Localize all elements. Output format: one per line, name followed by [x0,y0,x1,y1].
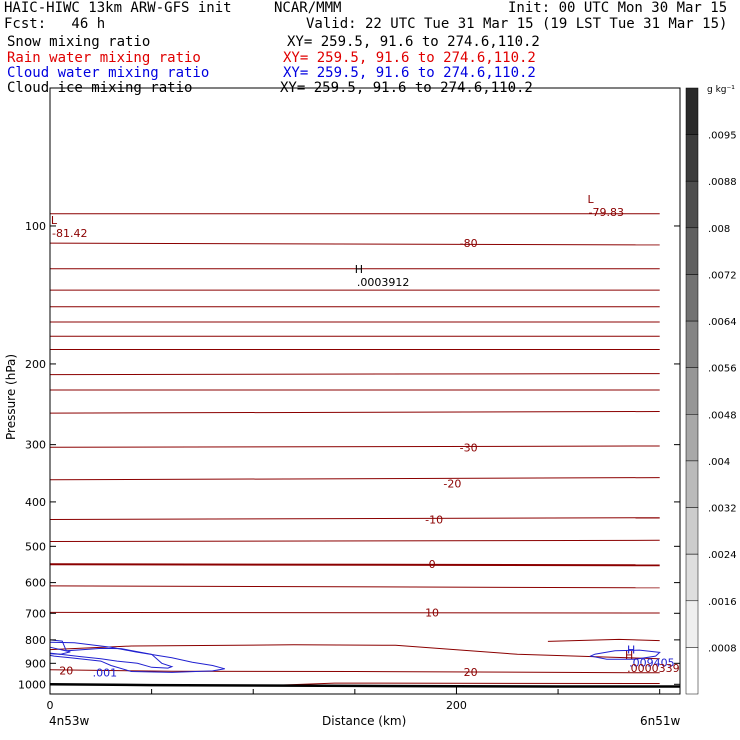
extremum-marker: L [587,193,594,206]
cloud-water-contour [49,641,225,673]
colorbar-label: .0064 [708,317,737,328]
y-tick-label: 800 [25,634,46,647]
temperature-isotherm [49,611,660,614]
colorbar-label: .008 [708,224,730,235]
contour-label: -80 [460,237,478,250]
colorbar-label: .0032 [708,504,737,515]
field-rain-xy: XY= 259.5, 91.6 to 274.6,110.2 [283,50,536,66]
colorbar-label: .0016 [708,597,737,608]
init-time: Init: 00 UTC Mon 30 Mar 15 [508,0,728,16]
temperature-isotherm [49,445,660,448]
y-tick-label: 700 [25,607,46,620]
field-snow-name: Snow mixing ratio [7,34,151,50]
extremum-value: .0003912 [357,276,410,289]
contour-label: 10 [425,606,439,619]
temperature-isotherm [49,477,660,481]
contour-label: -10 [425,514,443,527]
extremum-value: -81.42 [52,227,87,240]
field-snow-xy: XY= 259.5, 91.6 to 274.6,110.2 [287,34,540,50]
temperature-isotherm [547,638,660,642]
contour-label: -20 [443,478,461,491]
x-tick-label: 0 [47,699,54,712]
extremum-marker: H [355,263,363,276]
colorbar-swatch [685,507,699,555]
y-tick-label: 400 [25,496,46,509]
temperature-isotherm [49,242,660,246]
contour-label: 20 [464,666,478,679]
cloud-water-contour [49,646,71,655]
colorbar-label: .0056 [708,364,737,375]
colorbar: .0095 .0088 .008 .0072 .0064 .0056 .0048 .004 .0… [685,87,737,695]
cloud-water-contour [588,649,661,660]
contour-label: 20 [59,664,73,677]
temperature-isotherm [49,585,660,589]
temperature-isotherm [49,669,660,674]
temperature-isotherm [49,539,660,542]
x-axis-label: Distance (km) [322,714,406,728]
field-cloudice-xy: XY= 259.5, 91.6 to 274.6,110.2 [280,80,533,96]
model-title: HAIC-HIWC 13km ARW-GFS init [4,0,232,16]
field-rain-name: Rain water mixing ratio [7,50,201,66]
colorbar-swatch [685,87,699,135]
x-endpoint-left: 4n53w [49,714,90,728]
y-tick-label: 100 [25,220,46,233]
extremum-value: .0000339 [627,662,680,675]
colorbar-label: .0095 [708,131,737,142]
temperature-isotherm [49,644,660,660]
forecast-hour: Fcst: 46 h [4,16,106,32]
extremum-value: -79.83 [589,206,624,219]
extremum-value: .009405 [629,656,675,669]
y-tick-label: 1000 [18,678,46,691]
colorbar-label: .004 [708,457,730,468]
field-cloudwater-name: Cloud water mixing ratio [7,65,210,81]
colorbar-unit: g kg⁻¹ [707,85,735,95]
ground-surface-line [49,683,680,688]
colorbar-label: .0008 [708,643,737,654]
temperature-isotherm [49,411,660,414]
x-tick-label: 200 [446,699,467,712]
contour-label: .001 [93,666,118,679]
y-tick-label: 300 [25,439,46,452]
colorbar-label: .0048 [708,410,737,421]
colorbar-label: .0072 [708,270,737,281]
extremum-marker: L [51,214,58,227]
contour-label: -30 [460,441,478,454]
contour-label: 0 [429,558,436,571]
y-tick-label: 200 [25,358,46,371]
temperature-isotherm [49,563,660,567]
colorbar-swatch [685,600,699,648]
valid-time: Valid: 22 UTC Tue 31 Mar 15 (19 LST Tue … [306,16,728,32]
label-layer: -80-30-20-100102020.001L-81.42L-79.83H.0… [51,193,680,679]
colorbar-swatch [685,460,699,508]
colorbar-swatch [685,134,699,182]
cloud-water-contour [49,639,174,669]
plot-frame [49,87,681,695]
y-tick-label: 500 [25,540,46,553]
colorbar-swatch [685,274,699,322]
field-cloudice-name: Cloud ice mixing ratio [7,80,193,96]
colorbar-swatch [685,553,699,602]
colorbar-swatch [685,367,699,415]
colorbar-label: .0088 [708,177,737,188]
colorbar-swatch [685,227,699,275]
colorbar-swatch [685,647,699,695]
colorbar-label: .0024 [708,550,737,561]
colorbar-swatch [685,180,699,229]
colorbar-swatch [685,320,699,368]
y-tick-label: 600 [25,577,46,590]
y-tick-label: 900 [25,657,46,670]
organization-label: NCAR/MMM [274,0,342,16]
y-axis-label: Pressure (hPa) [4,354,18,440]
x-endpoint-right: 6n51w [640,714,681,728]
field-cloudwater-xy: XY= 259.5, 91.6 to 274.6,110.2 [283,65,536,81]
colorbar-swatch [685,414,699,462]
extremum-marker: H [627,643,635,656]
temperature-isotherm [49,517,660,520]
temperature-isotherm [49,373,660,376]
extremum-marker: H [625,649,633,662]
contour-layer [49,213,680,688]
